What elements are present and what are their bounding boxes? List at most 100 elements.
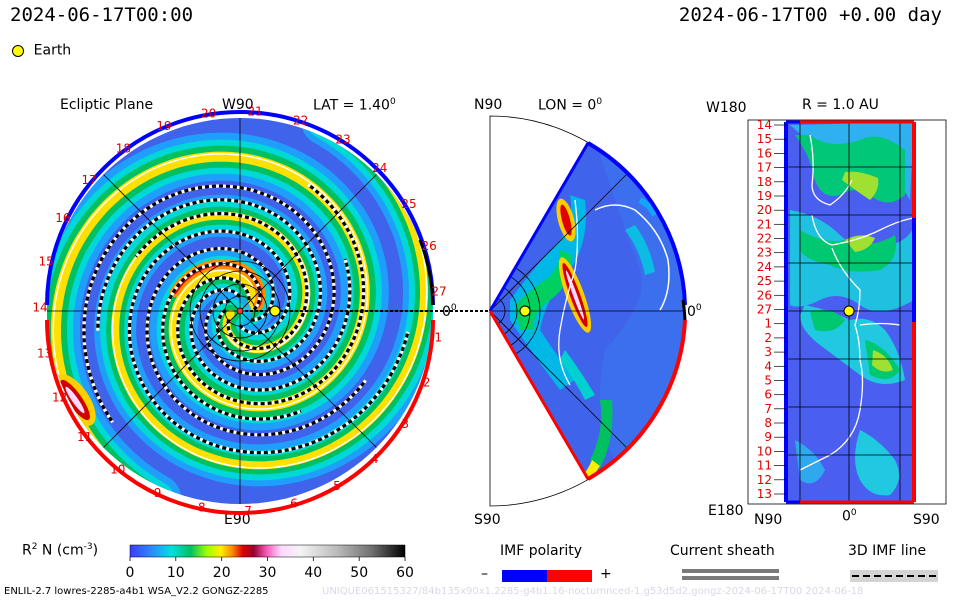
rotation-label: 9 — [154, 486, 162, 500]
colorbar-tick-label: 10 — [167, 565, 185, 581]
colorbar-tick-label: 20 — [213, 565, 231, 581]
rotation-label: 20 — [201, 107, 216, 121]
ecliptic-density-field — [47, 118, 433, 504]
radial-map-y-tick-label: 19 — [757, 189, 772, 203]
colorbar-tick-label: 40 — [304, 565, 322, 581]
meridional-north-edge — [488, 142, 590, 312]
imf-minus-label: – — [481, 566, 488, 582]
radial-map-y-tick-label: 24 — [757, 260, 772, 274]
radial-map-y-tick-label: 25 — [757, 274, 772, 288]
rotation-label: 27 — [431, 284, 446, 298]
radial-map-y-ticks: 1415161718192021222324252627123456789101… — [757, 118, 786, 501]
meridional-rim-sheath-mark — [681, 299, 687, 321]
radial-map-y-tick-label: 16 — [757, 146, 772, 160]
ecliptic-bottom-label: E90 — [224, 512, 251, 528]
current-sheath-swatch-2 — [682, 576, 779, 580]
left-timestamp: 2024-06-17T00:00 — [10, 4, 194, 26]
radial-map-x-label-north: N90 — [754, 512, 783, 528]
ecliptic-lat-label: LAT = 1.400 — [313, 97, 396, 114]
rotation-label: 13 — [37, 347, 52, 361]
radial-map-title: R = 1.0 AU — [802, 97, 879, 113]
radial-map-y-tick-label: 6 — [764, 388, 772, 402]
earth-legend: Earth — [12, 40, 71, 59]
rotation-label: 26 — [421, 239, 436, 253]
radial-map-y-tick-label: 10 — [757, 444, 772, 458]
colorbar-tick-label: 30 — [259, 565, 277, 581]
radial-map-y-tick-label: 9 — [764, 430, 772, 444]
earth-legend-label: Earth — [33, 42, 72, 59]
radial-map-y-tick-label: 8 — [764, 416, 772, 430]
meridional-panel: 00 — [488, 115, 702, 507]
current-sheath-title: Current sheath — [670, 543, 775, 559]
footer-left: ENLIL-2.7 lowres-2285-a4b1 WSA_V2.2 GONG… — [4, 586, 269, 597]
current-sheath-swatch-1 — [682, 569, 779, 573]
rotation-label: 23 — [335, 133, 350, 147]
radial-map-y-tick-label: 1 — [764, 317, 772, 331]
rotation-label: 12 — [52, 391, 67, 405]
radial-map-x-label-zero: 00 — [842, 508, 857, 525]
radial-map-panel: 1415161718192021222324252627123456789101… — [747, 118, 947, 505]
radial-map-y-tick-label: 2 — [764, 331, 772, 345]
colorbar-tick-label: 0 — [126, 565, 135, 581]
rotation-label: 1 — [434, 331, 442, 345]
imf-polarity-title: IMF polarity — [500, 543, 583, 559]
ecliptic-rim-sheath-mark — [418, 239, 435, 306]
rotation-label: 11 — [77, 430, 92, 444]
radial-map-top-left-label: W180 — [706, 100, 747, 116]
radial-map-y-tick-label: 13 — [757, 487, 772, 501]
sun-marker — [236, 307, 244, 315]
colorbar-gradient — [129, 544, 406, 558]
rotation-label: 25 — [401, 197, 416, 211]
radial-map-y-tick-label: 5 — [764, 374, 772, 388]
meridional-south-edge — [488, 310, 590, 480]
radial-map-y-tick-label: 27 — [757, 303, 772, 317]
radial-map-y-tick-label: 21 — [757, 217, 772, 231]
rotation-label: 14 — [32, 301, 47, 315]
earth-marker-meridional — [519, 305, 531, 317]
colorbar-ticks: 0 10 20 30 40 50 60 — [126, 557, 414, 581]
radial-map-y-tick-label: 14 — [757, 118, 772, 132]
meridional-zero-label: 00 — [687, 303, 702, 320]
radial-map-y-tick-label: 18 — [757, 175, 772, 189]
rotation-label: 4 — [371, 452, 379, 466]
footer-right: UNIQUE061515327/84b135x90x1.2285-g4b1.16… — [322, 586, 864, 597]
colorbar-tick-label: 60 — [396, 565, 414, 581]
ecliptic-zero-label: 00 — [442, 303, 457, 320]
colorbar-tick-label: 50 — [350, 565, 368, 581]
imf-line-title: 3D IMF line — [848, 543, 927, 559]
radial-map-y-tick-label: 23 — [757, 246, 772, 260]
rotation-label: 18 — [116, 142, 131, 156]
rotation-label: 10 — [110, 462, 125, 476]
rotation-label: 6 — [290, 497, 298, 511]
radial-map-y-tick-label: 3 — [764, 345, 772, 359]
rotation-label: 5 — [333, 479, 341, 493]
radial-map-bottom-left-label: E180 — [708, 503, 744, 519]
meridional-rim-positive — [586, 319, 687, 481]
radial-map-y-tick-label: 20 — [757, 203, 772, 217]
ecliptic-rim-positive — [45, 319, 435, 515]
meridional-bottom-label: S90 — [474, 512, 501, 528]
earth-legend-icon — [12, 44, 24, 57]
rotation-label: 3 — [401, 417, 409, 431]
rotation-label: 19 — [156, 119, 171, 133]
imf-plus-label: + — [600, 566, 612, 582]
radial-map-y-tick-label: 4 — [764, 359, 772, 373]
radial-map-y-tick-label: 11 — [757, 459, 772, 473]
radial-map-y-tick-label: 7 — [764, 402, 772, 416]
radial-map-y-tick-label: 17 — [757, 161, 772, 175]
meridional-lon-label: LON = 00 — [538, 97, 603, 114]
rotation-label: 17 — [81, 173, 96, 187]
colorbar: 0 10 20 30 40 50 60 — [126, 544, 414, 581]
radial-map-y-tick-label: 12 — [757, 473, 772, 487]
rotation-label: 16 — [55, 211, 70, 225]
rotation-label: 24 — [372, 161, 387, 175]
imf-polarity-negative-swatch — [502, 570, 547, 582]
ecliptic-top-label: W90 — [222, 97, 254, 113]
rotation-label: 2 — [423, 376, 431, 390]
earth-marker-ecliptic — [269, 305, 281, 317]
rotation-label: 8 — [198, 500, 206, 514]
radial-map-x-label-south: S90 — [913, 512, 940, 528]
meridional-rim-negative — [586, 141, 687, 306]
